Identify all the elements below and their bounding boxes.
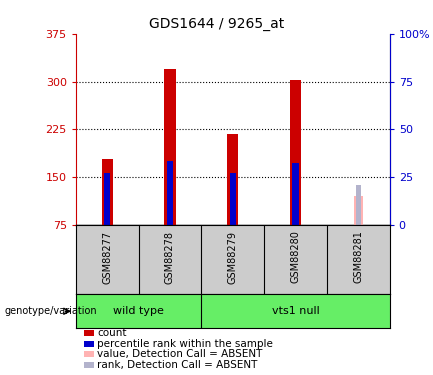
Text: GSM88278: GSM88278 — [165, 231, 175, 284]
Bar — [227, 134, 239, 225]
Bar — [164, 69, 176, 225]
Bar — [354, 196, 363, 225]
Bar — [356, 185, 361, 225]
Text: GSM88281: GSM88281 — [353, 231, 363, 284]
Text: GSM88277: GSM88277 — [102, 231, 112, 284]
Bar — [167, 161, 173, 225]
Text: wild type: wild type — [113, 306, 164, 316]
Text: vts1 null: vts1 null — [271, 306, 320, 316]
Text: GSM88280: GSM88280 — [291, 231, 301, 284]
Bar — [229, 173, 236, 225]
Text: genotype/variation: genotype/variation — [4, 306, 97, 316]
Bar — [104, 173, 110, 225]
Bar — [290, 80, 301, 225]
Bar — [101, 159, 113, 225]
Text: GSM88279: GSM88279 — [228, 231, 238, 284]
Bar — [292, 163, 299, 225]
Text: rank, Detection Call = ABSENT: rank, Detection Call = ABSENT — [97, 360, 258, 370]
Text: value, Detection Call = ABSENT: value, Detection Call = ABSENT — [97, 350, 263, 359]
Text: count: count — [97, 328, 127, 338]
Text: GDS1644 / 9265_at: GDS1644 / 9265_at — [149, 17, 284, 31]
Text: percentile rank within the sample: percentile rank within the sample — [97, 339, 273, 349]
